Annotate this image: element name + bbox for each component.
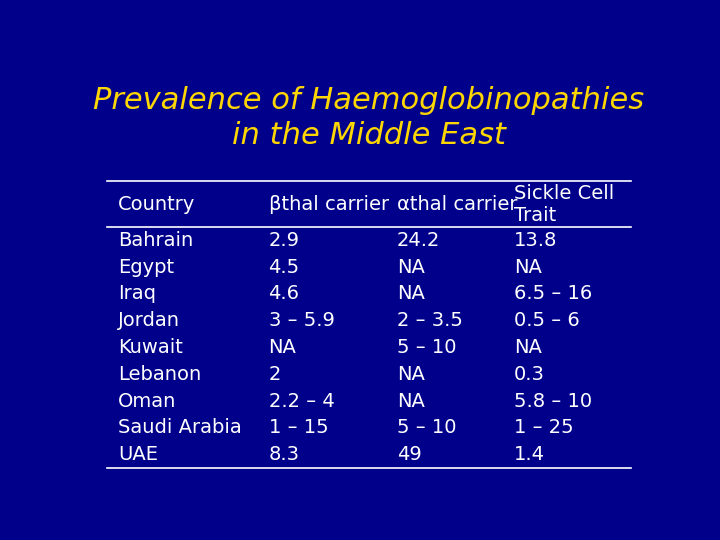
Text: Oman: Oman <box>118 392 176 410</box>
Text: Lebanon: Lebanon <box>118 365 201 384</box>
Text: Egypt: Egypt <box>118 258 174 276</box>
Text: 0.5 – 6: 0.5 – 6 <box>514 311 580 330</box>
Text: 4.6: 4.6 <box>269 285 300 303</box>
Text: 2.9: 2.9 <box>269 231 300 250</box>
Text: 13.8: 13.8 <box>514 231 557 250</box>
Text: Bahrain: Bahrain <box>118 231 193 250</box>
Text: Jordan: Jordan <box>118 311 180 330</box>
Text: NA: NA <box>514 338 542 357</box>
Text: 2: 2 <box>269 365 281 384</box>
Text: 0.3: 0.3 <box>514 365 545 384</box>
Text: UAE: UAE <box>118 445 158 464</box>
Text: 1 – 15: 1 – 15 <box>269 418 328 437</box>
Text: 2 – 3.5: 2 – 3.5 <box>397 311 463 330</box>
Text: NA: NA <box>397 392 425 410</box>
Text: Kuwait: Kuwait <box>118 338 183 357</box>
Text: 2.2 – 4: 2.2 – 4 <box>269 392 334 410</box>
Text: Prevalence of Haemoglobinopathies
in the Middle East: Prevalence of Haemoglobinopathies in the… <box>94 85 644 151</box>
Text: 1.4: 1.4 <box>514 445 545 464</box>
Text: NA: NA <box>397 365 425 384</box>
Text: αthal carrier: αthal carrier <box>397 194 518 214</box>
Text: Sickle Cell
Trait: Sickle Cell Trait <box>514 184 614 225</box>
Text: 24.2: 24.2 <box>397 231 440 250</box>
Text: 5.8 – 10: 5.8 – 10 <box>514 392 593 410</box>
Text: 4.5: 4.5 <box>269 258 300 276</box>
Text: 49: 49 <box>397 445 422 464</box>
Text: NA: NA <box>397 285 425 303</box>
Text: 5 – 10: 5 – 10 <box>397 418 456 437</box>
Text: 1 – 25: 1 – 25 <box>514 418 574 437</box>
Text: Saudi Arabia: Saudi Arabia <box>118 418 242 437</box>
Text: NA: NA <box>514 258 542 276</box>
Text: Iraq: Iraq <box>118 285 156 303</box>
Text: NA: NA <box>397 258 425 276</box>
Text: 8.3: 8.3 <box>269 445 300 464</box>
Text: Country: Country <box>118 194 195 214</box>
Text: βthal carrier: βthal carrier <box>269 194 389 214</box>
Text: 6.5 – 16: 6.5 – 16 <box>514 285 593 303</box>
Text: 5 – 10: 5 – 10 <box>397 338 456 357</box>
Text: NA: NA <box>269 338 297 357</box>
Text: 3 – 5.9: 3 – 5.9 <box>269 311 334 330</box>
